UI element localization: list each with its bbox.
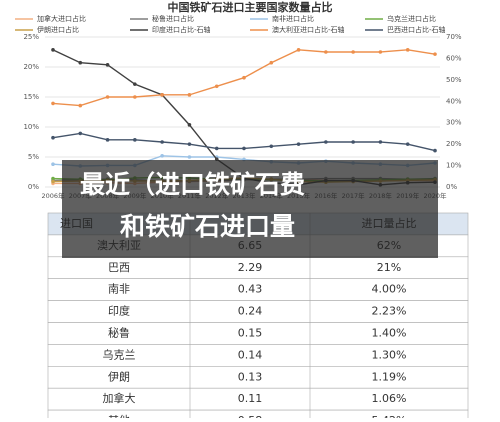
table-cell: 0.24 xyxy=(238,305,263,318)
point xyxy=(405,142,410,146)
point xyxy=(78,131,83,136)
point xyxy=(351,50,355,54)
point xyxy=(160,93,164,97)
table-cell: 秘鲁 xyxy=(108,325,130,339)
overlay-text: 最近（进口铁矿石费 xyxy=(80,170,305,199)
table-cell: 0.11 xyxy=(238,392,263,405)
point xyxy=(105,138,110,142)
legend-label: 伊朗进口占比 xyxy=(37,25,79,34)
table-cell: 南非 xyxy=(108,283,130,296)
table-cell: 0.58 xyxy=(238,414,263,418)
point xyxy=(51,162,55,166)
y2-tick-label: 0% xyxy=(446,183,457,191)
legend-label: 南非进口占比 xyxy=(272,14,314,23)
table-cell: 1.19% xyxy=(372,370,407,383)
table-cell: 0.15 xyxy=(238,326,263,339)
table-cell: 其他 xyxy=(108,414,130,418)
point xyxy=(51,135,55,140)
x-tick-label: 2006年 xyxy=(41,191,65,200)
table-cell: 4.00% xyxy=(372,283,407,296)
table-cell: 1.06% xyxy=(372,392,407,405)
point xyxy=(105,63,110,67)
point xyxy=(296,142,301,146)
table-cell: 2.29 xyxy=(238,261,263,274)
y-tick-label: 5% xyxy=(28,153,39,161)
table-cell: 2.23% xyxy=(372,305,407,318)
point xyxy=(214,84,219,89)
point xyxy=(296,48,301,52)
legend-label: 加拿大进口占比 xyxy=(37,14,86,23)
legend-label: 印度进口占比-石轴 xyxy=(152,25,211,34)
y-tick-label: 15% xyxy=(23,93,39,101)
point xyxy=(242,75,246,80)
point xyxy=(78,60,83,65)
y2-tick-label: 20% xyxy=(446,140,462,148)
point xyxy=(105,95,110,99)
point xyxy=(324,140,328,144)
point xyxy=(187,93,192,97)
point xyxy=(433,148,437,153)
y-tick-label: 0% xyxy=(28,183,39,191)
point xyxy=(187,142,192,146)
point xyxy=(160,140,164,144)
chart-title: 中国铁矿石进口主要国家数量占比 xyxy=(168,0,333,14)
table-cell: 5.42% xyxy=(372,414,407,418)
table-cell: 1.40% xyxy=(372,326,407,339)
point xyxy=(133,138,137,142)
point xyxy=(433,52,437,56)
point xyxy=(378,140,383,144)
table-cell: 0.13 xyxy=(238,370,263,383)
y2-tick-label: 30% xyxy=(446,119,462,127)
point xyxy=(51,179,55,184)
y2-tick-label: 60% xyxy=(446,54,462,62)
overlay-text: 和铁矿石进口量 xyxy=(120,212,295,241)
table-cell: 21% xyxy=(377,261,401,274)
table-cell: 加拿大 xyxy=(103,391,136,405)
point xyxy=(378,50,383,54)
table-cell: 伊朗 xyxy=(108,370,130,383)
point xyxy=(405,48,410,52)
point xyxy=(242,146,246,151)
point xyxy=(133,82,137,86)
y-tick-label: 20% xyxy=(23,63,39,71)
point xyxy=(78,103,83,108)
legend-label: 乌克兰进口占比 xyxy=(387,14,436,23)
y2-tick-label: 50% xyxy=(446,76,462,84)
point xyxy=(51,101,55,106)
table-cell: 印度 xyxy=(108,304,130,318)
table-cell: 1.30% xyxy=(372,348,407,361)
point xyxy=(351,140,355,144)
y2-tick-label: 10% xyxy=(446,162,462,170)
table-cell: 乌克兰 xyxy=(103,347,136,361)
point xyxy=(187,123,192,127)
table-cell: 0.43 xyxy=(238,283,263,296)
point xyxy=(324,50,328,54)
point xyxy=(214,146,219,151)
table-cell: 0.14 xyxy=(238,348,263,361)
y-tick-label: 25% xyxy=(23,33,39,41)
y-tick-label: 10% xyxy=(23,123,39,131)
point xyxy=(51,48,55,52)
legend-label: 秘鲁进口占比 xyxy=(152,14,194,23)
point xyxy=(160,154,164,158)
table-cell: 巴西 xyxy=(108,261,130,274)
point xyxy=(133,95,137,99)
point xyxy=(51,176,55,181)
legend-label: 巴西进口占比-石轴 xyxy=(387,25,446,34)
point xyxy=(269,60,274,65)
point xyxy=(269,144,274,149)
y2-tick-label: 40% xyxy=(446,97,462,105)
legend-label: 澳大利亚进口占比-石轴 xyxy=(272,25,345,34)
point xyxy=(187,155,192,159)
overlay-band xyxy=(62,160,438,258)
y2-tick-label: 70% xyxy=(446,33,462,41)
